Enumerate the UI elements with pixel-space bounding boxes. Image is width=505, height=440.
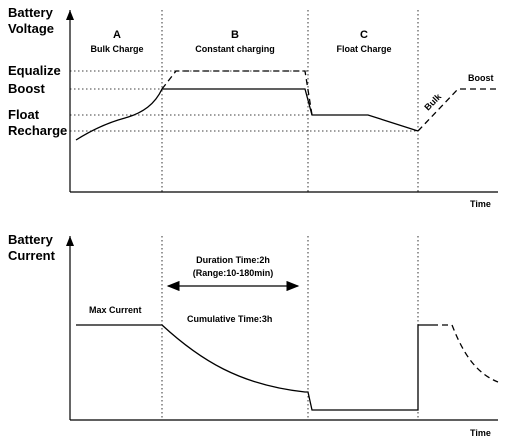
voltage-equalize-curve: [161, 70, 313, 116]
phase-a-letter: A: [113, 29, 121, 41]
current-ylabel-line1: Battery: [8, 232, 54, 247]
phase-b-letter: B: [231, 29, 239, 41]
max-current-label: Max Current: [89, 305, 142, 315]
boost-label: Boost: [8, 81, 46, 96]
recharge-label: Recharge: [8, 123, 67, 138]
current-tail-curve: [432, 324, 499, 383]
phase-b-name: Constant charging: [195, 44, 275, 54]
voltage-restart-curve: [417, 88, 498, 132]
current-ylabel-line2: Current: [8, 248, 56, 263]
voltage-ylabel-line2: Voltage: [8, 21, 54, 36]
duration-range-label: (Range:10-180min): [193, 268, 274, 278]
current-chart: Battery Current Max Current Duration Tim…: [8, 232, 499, 438]
phase-c-letter: C: [360, 29, 368, 41]
voltage-curve: [75, 88, 419, 141]
phase-a-name: Bulk Charge: [90, 44, 143, 54]
voltage-xlabel: Time: [470, 199, 491, 209]
phase-c-name: Float Charge: [336, 44, 391, 54]
bulk-annotation: Bulk: [422, 91, 444, 113]
voltage-chart: Battery Voltage Equalize Boost Float Rec…: [8, 5, 498, 209]
voltage-ylabel-line1: Battery: [8, 5, 54, 20]
current-curve: [76, 324, 432, 411]
boost-annotation: Boost: [468, 73, 494, 83]
voltage-y-axis-arrow: [66, 10, 74, 20]
duration-time-label: Duration Time:2h: [196, 255, 270, 265]
current-y-axis-arrow: [66, 236, 74, 246]
cumulative-time-label: Cumulative Time:3h: [187, 314, 272, 324]
equalize-label: Equalize: [8, 63, 61, 78]
float-label: Float: [8, 107, 40, 122]
current-xlabel: Time: [470, 428, 491, 438]
